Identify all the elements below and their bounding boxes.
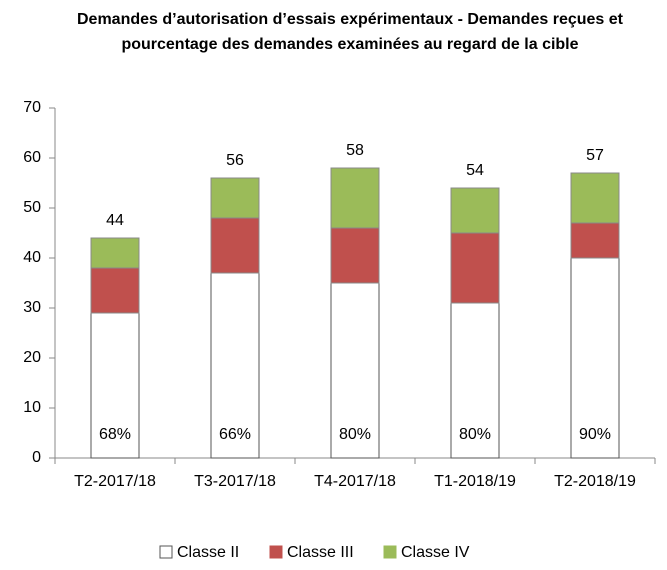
total-label: 58 [346,142,364,159]
bar-segment [450,302,500,459]
y-tick-label: 10 [23,399,41,416]
legend-swatch [269,545,283,559]
bar-segment [330,227,380,284]
legend-label: Classe II [177,544,239,561]
legend-swatch [383,545,397,559]
total-label: 44 [106,212,124,229]
chart-title: pourcentage des demandes examinées au re… [121,36,578,53]
bar-segment [570,172,620,224]
y-tick-label: 30 [23,299,41,316]
percent-label: 80% [339,426,371,443]
percent-label: 66% [219,426,251,443]
x-tick-label: T1-2018/19 [434,473,516,490]
percent-label: 80% [459,426,491,443]
legend-label: Classe III [287,544,354,561]
total-label: 56 [226,152,244,169]
legend-label: Classe IV [401,544,470,561]
chart-title: Demandes d’autorisation d’essais expérim… [77,11,624,28]
bar-segment [570,257,620,459]
bar-segment [210,272,260,459]
y-tick-label: 40 [23,249,41,266]
total-label: 54 [466,162,484,179]
bar-segment [330,167,380,229]
bar-segment [90,237,140,269]
bar-segment [450,187,500,234]
bar-segment [90,267,140,314]
bar-segment [90,312,140,459]
y-tick-label: 0 [32,449,41,466]
bar-segment [210,177,260,219]
x-tick-label: T3-2017/18 [194,473,276,490]
bar-segment [450,232,500,304]
x-tick-label: T4-2017/18 [314,473,396,490]
y-tick-label: 60 [23,149,41,166]
percent-label: 68% [99,426,131,443]
x-tick-label: T2-2017/18 [74,473,156,490]
y-tick-label: 70 [23,99,41,116]
bar-segment [570,222,620,259]
percent-label: 90% [579,426,611,443]
y-tick-label: 20 [23,349,41,366]
bar-segment [330,282,380,459]
total-label: 57 [586,147,604,164]
y-tick-label: 50 [23,199,41,216]
bar-segment [210,217,260,274]
legend-swatch [159,545,173,559]
x-tick-label: T2-2018/19 [554,473,636,490]
